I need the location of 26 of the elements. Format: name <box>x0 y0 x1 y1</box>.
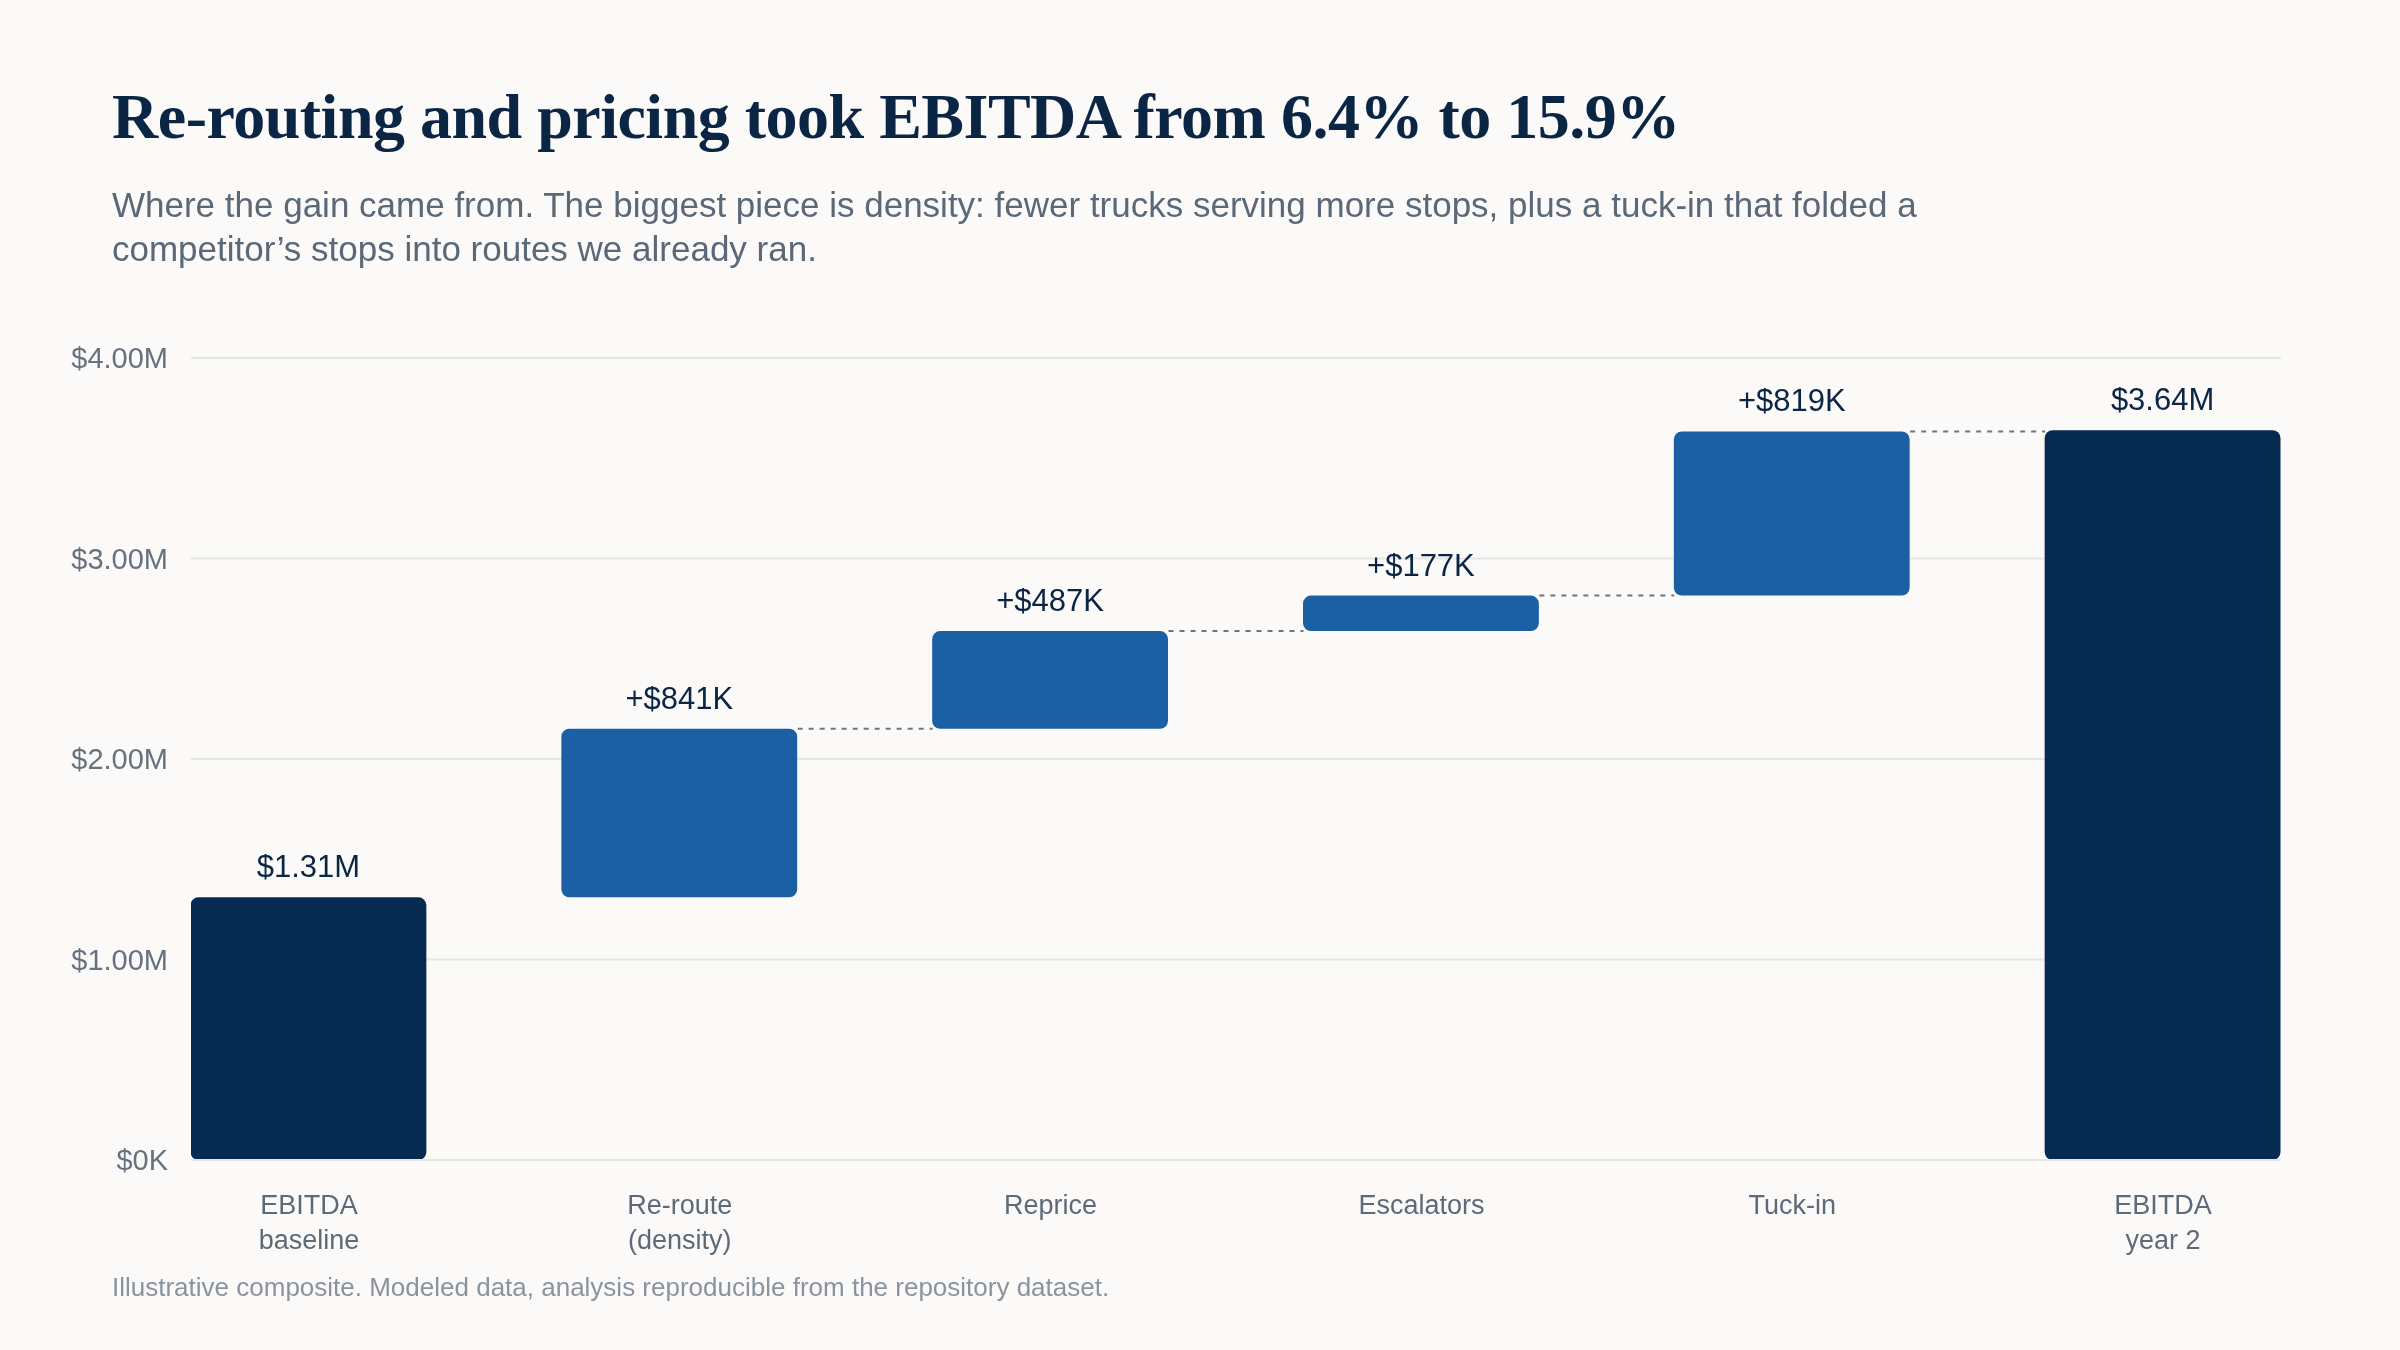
y-tick-label: $0K <box>116 1144 169 1177</box>
chart-title: Re-routing and pricing took EBITDA from 6.4% to 15.9% <box>112 80 1680 154</box>
bar <box>1673 431 1910 596</box>
x-tick-label: Tuck-in <box>1748 1190 1836 1221</box>
text: Illustrative composite. Modeled data, analysis reproducible from the repository dataset. <box>112 1272 1110 1303</box>
data-label: +$487K <box>996 583 1105 619</box>
bar <box>1303 595 1539 632</box>
bar <box>2044 430 2281 1160</box>
bar <box>561 728 798 898</box>
data-label: +$177K <box>1367 547 1476 583</box>
data-label: +$819K <box>1737 383 1846 419</box>
x-tick-label: Escalators <box>1358 1190 1485 1221</box>
x-tick-label: Reprice <box>1004 1190 1098 1221</box>
data-label: $3.64M <box>2110 382 2215 418</box>
y-tick-label: $1.00M <box>71 943 168 976</box>
data-label: $1.31M <box>256 849 361 885</box>
data-label: +$841K <box>625 680 734 716</box>
x-tick-label: Re-route (density) <box>627 1190 733 1256</box>
x-tick-label: EBITDA baseline <box>258 1190 360 1256</box>
x-tick-label: EBITDA year 2 <box>2114 1190 2212 1256</box>
bar <box>191 897 427 1160</box>
y-tick-label: $2.00M <box>71 743 168 776</box>
chart-subtitle: Where the gain came from. The biggest piece is density: fewer trucks serving more stops, plus a tuck-in that folded a competitor’s stops into routes we already ran. <box>112 184 1918 270</box>
y-tick-label: $4.00M <box>71 342 168 375</box>
bar <box>932 631 1169 729</box>
y-tick-label: $3.00M <box>71 542 168 575</box>
